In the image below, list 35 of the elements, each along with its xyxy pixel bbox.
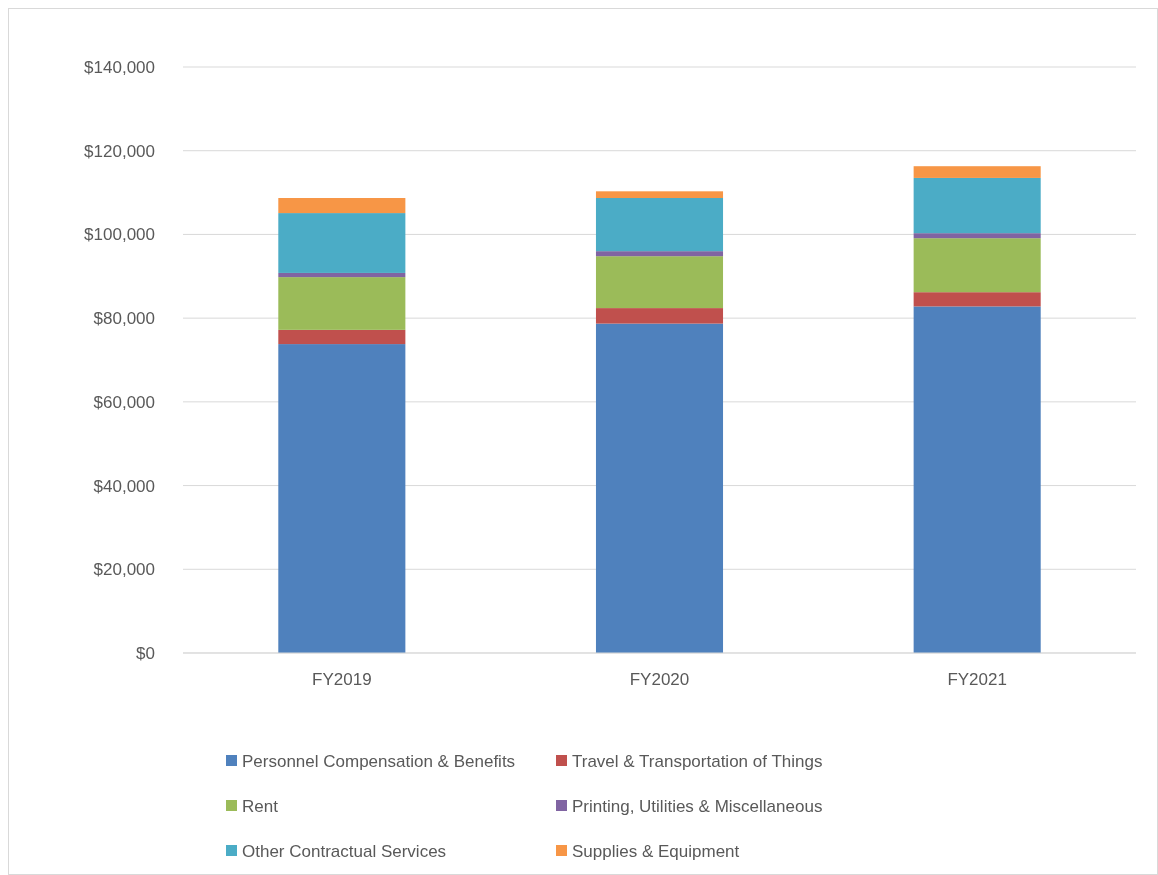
bar	[913, 233, 1041, 239]
legend-label: Printing, Utilities & Miscellaneous	[572, 796, 823, 816]
legend-label: Personnel Compensation & Benefits	[242, 751, 516, 771]
y-tick-label: $0	[136, 643, 155, 663]
y-tick-label: $100,000	[84, 225, 155, 245]
bar	[913, 166, 1041, 178]
legend-label: Travel & Transportation of Things	[572, 751, 823, 771]
bar	[595, 323, 724, 653]
x-tick-label: FY2021	[947, 670, 1007, 689]
y-tick-label: $140,000	[84, 57, 155, 77]
bar	[595, 191, 724, 199]
bar	[913, 292, 1041, 307]
bar	[278, 213, 406, 273]
bar	[913, 238, 1041, 293]
y-tick-label: $60,000	[93, 392, 155, 412]
bar	[595, 256, 724, 309]
bar	[595, 308, 724, 324]
x-tick-label: FY2019	[312, 670, 372, 689]
bar	[278, 277, 406, 330]
y-tick-label: $40,000	[93, 476, 155, 496]
bar	[278, 198, 406, 214]
bar	[595, 198, 724, 252]
bar	[913, 177, 1041, 234]
legend-label: Rent	[242, 796, 279, 816]
y-tick-label: $20,000	[93, 560, 155, 580]
x-tick-label: FY2020	[629, 670, 690, 689]
bar	[278, 272, 406, 278]
legend-label: Supplies & Equipment	[572, 841, 740, 861]
y-tick-label: $120,000	[84, 141, 155, 161]
legend-label: Other Contractual Services	[242, 841, 447, 861]
bar	[595, 251, 724, 257]
bar	[278, 344, 406, 653]
bar	[913, 306, 1041, 653]
bar	[278, 329, 406, 345]
y-tick-label: $80,000	[93, 309, 155, 329]
